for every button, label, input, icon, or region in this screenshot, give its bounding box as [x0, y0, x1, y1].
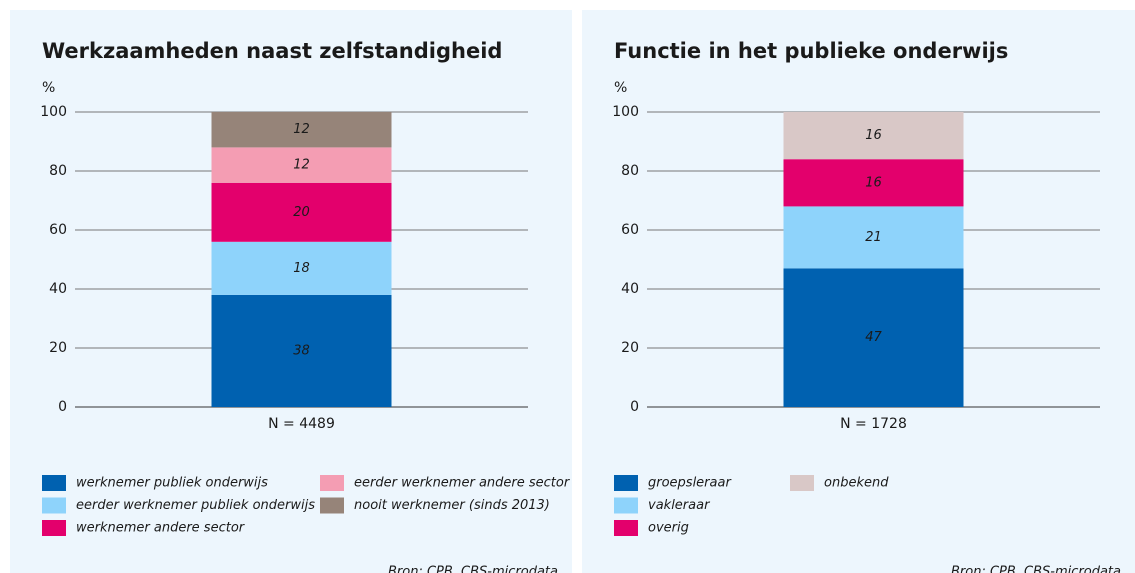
legend-label: overig — [648, 521, 689, 536]
y-tick-label: 0 — [630, 399, 639, 415]
value-label: 21 — [865, 230, 882, 245]
legend-swatch — [320, 497, 344, 514]
value-label: 16 — [865, 175, 882, 190]
bar-segment — [783, 268, 964, 407]
legend-label: onbekend — [824, 476, 889, 491]
y-tick-label: 100 — [40, 104, 67, 120]
y-tick-label: 60 — [49, 222, 67, 238]
legend-label: groepsleraar — [648, 476, 732, 491]
y-tick-label: 80 — [621, 163, 639, 179]
value-label: 18 — [293, 261, 310, 276]
chart-title: Functie in het publieke onderwijs — [614, 39, 1008, 63]
legend-label: werknemer andere sector — [76, 521, 246, 536]
legend-label: vakleraar — [648, 498, 711, 513]
value-label: 47 — [865, 330, 882, 345]
bar-segment — [211, 182, 392, 242]
legend-swatch — [42, 497, 66, 514]
y-axis-label: % — [42, 80, 55, 96]
legend-label: nooit werknemer (sinds 2013) — [354, 498, 550, 513]
value-label: 12 — [293, 158, 310, 173]
x-tick-label: N = 4489 — [268, 416, 335, 432]
y-tick-label: 20 — [621, 340, 639, 356]
bar-segment — [211, 112, 392, 148]
y-axis-label: % — [614, 80, 627, 96]
legend-swatch — [614, 497, 638, 514]
legend-label: eerder werknemer publiek onderwijs — [76, 498, 315, 513]
legend-swatch — [320, 475, 344, 491]
source-note: Bron: CPB, CBS-microdata — [951, 565, 1121, 573]
legend-swatch — [42, 520, 66, 536]
y-tick-label: 60 — [621, 222, 639, 238]
y-tick-label: 40 — [49, 281, 67, 297]
value-label: 16 — [865, 128, 882, 143]
value-label: 20 — [293, 205, 310, 220]
y-tick-label: 40 — [621, 281, 639, 297]
bar-segment — [783, 159, 964, 207]
x-tick-label: N = 1728 — [840, 416, 907, 432]
y-tick-label: 20 — [49, 340, 67, 356]
chart-title: Werkzaamheden naast zelfstandigheid — [42, 39, 502, 63]
source-note: Bron: CPB, CBS-microdata — [388, 565, 558, 573]
value-label: 38 — [293, 343, 310, 358]
legend-label: werknemer publiek onderwijs — [76, 476, 268, 491]
bar-segment — [211, 147, 392, 183]
bar-segment — [211, 294, 392, 407]
legend-swatch — [614, 520, 638, 536]
bar-segment — [783, 206, 964, 269]
value-label: 12 — [293, 122, 310, 137]
legend-label: eerder werknemer andere sector — [354, 476, 571, 491]
y-tick-label: 0 — [58, 399, 67, 415]
y-tick-label: 80 — [49, 163, 67, 179]
legend-swatch — [614, 475, 638, 491]
y-tick-label: 100 — [612, 104, 639, 120]
legend-swatch — [42, 475, 66, 491]
legend-swatch — [790, 475, 814, 491]
bar-segment — [783, 112, 964, 160]
bar-segment — [211, 241, 392, 295]
